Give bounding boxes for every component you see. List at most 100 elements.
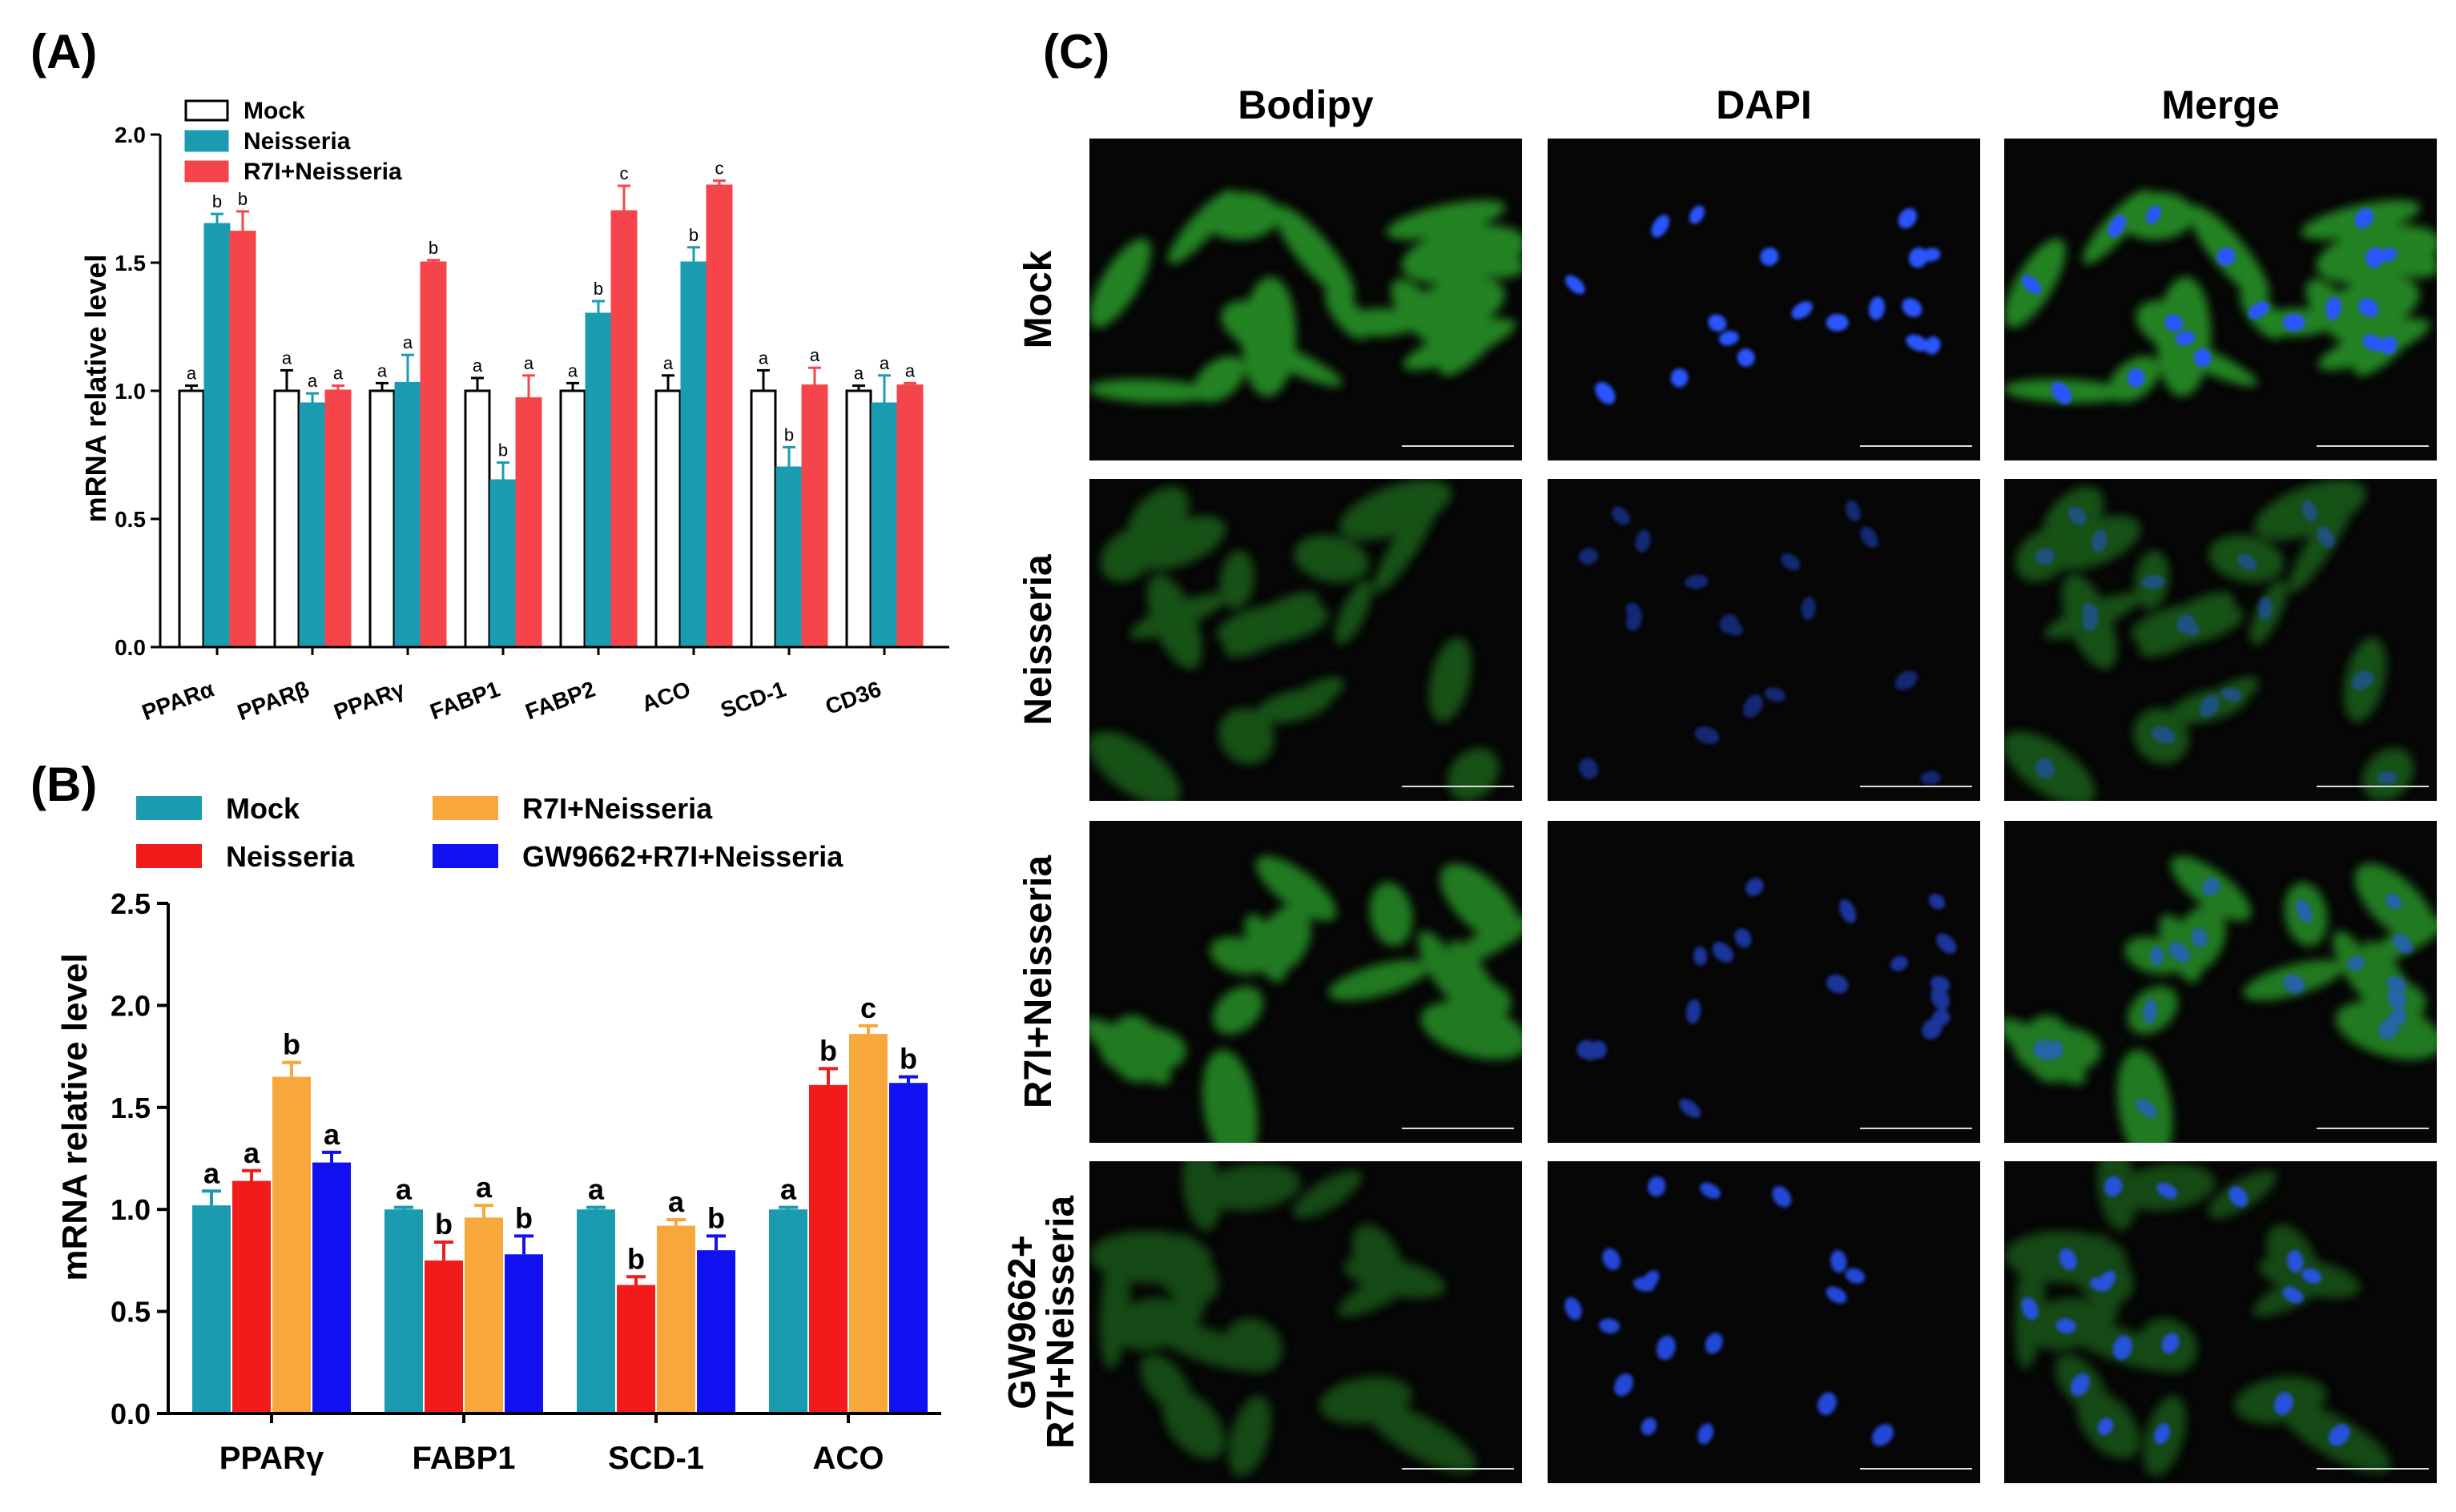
sig-label-b-0-2: a	[588, 1173, 605, 1206]
bar-a-1-1	[299, 402, 326, 649]
legend-label-b-3: GW9662+R7I+Neisseria	[522, 840, 843, 873]
xtick-label-a-1: PPARβ	[234, 677, 312, 726]
bar-b-0-0	[192, 1205, 231, 1413]
sig-label-b-0-1: a	[396, 1173, 413, 1206]
bar-a-0-6	[750, 389, 777, 649]
xtick-label-b-2: SCD-1	[608, 1441, 704, 1476]
sig-label-a-2-6: a	[810, 345, 820, 365]
xtick-label-a-6: SCD-1	[718, 677, 790, 723]
legend-label-a-2: R7I+Neisseria	[244, 159, 402, 185]
legend-label-a-0: Mock	[244, 98, 305, 124]
xtick-label-b-0: PPARγ	[219, 1441, 324, 1476]
bar-a-2-7	[896, 384, 924, 649]
bar-a-0-5	[654, 389, 682, 649]
column-header-0: Bodipy	[1238, 82, 1374, 127]
bar-b-1-2	[617, 1285, 655, 1413]
chart-a-ylabel: mRNA relative level	[79, 255, 112, 523]
bar-a-1-2	[394, 381, 421, 649]
ytick-label-b-5: 2.5	[111, 887, 151, 920]
sig-label-a-2-1: a	[333, 364, 344, 384]
xtick-label-a-3: FABP1	[427, 677, 503, 725]
sig-label-a-0-7: a	[854, 364, 864, 384]
bar-b-0-1	[385, 1209, 423, 1413]
sig-label-b-1-2: b	[627, 1242, 645, 1275]
micrograph-2-2	[2004, 821, 2437, 1143]
bar-b-3-3	[889, 1083, 928, 1413]
chart-b-axes: PPARγ FABP1 SCD-1 ACO 0.0 0.5 1.0 1.5 2.0 2.5	[111, 887, 941, 1476]
sig-label-a-0-2: a	[377, 360, 388, 380]
xtick-label-a-0: PPARα	[139, 677, 217, 726]
legend-swatch-a-0	[184, 99, 229, 122]
legend-label-b-1: Neisseria	[226, 840, 355, 873]
bar-b-2-1	[465, 1217, 503, 1413]
chart-a-legend: Mock Neisseria R7I+Neisseria	[184, 98, 402, 185]
sig-label-b-2-2: a	[668, 1185, 685, 1218]
dapi-signal	[2035, 500, 2398, 785]
bar-a-0-1	[273, 389, 300, 649]
dapi-signal	[1564, 205, 1941, 404]
bar-a-1-4	[585, 312, 612, 649]
micrograph-3-1	[1548, 1161, 1980, 1483]
micrograph-grid: Bodipy DAPI Merge Mock Neisseria R7I+Neisseri…	[1001, 82, 2437, 1483]
bar-a-2-4	[610, 210, 638, 649]
row-label-1: Neisseria	[1017, 554, 1060, 726]
ytick-label-b-2: 1.0	[111, 1193, 151, 1226]
micrograph-2-0	[1089, 821, 1522, 1143]
bar-b-3-1	[505, 1254, 543, 1413]
legend-swatch-a-2	[184, 160, 229, 183]
ytick-label-a-3: 1.5	[115, 251, 146, 275]
bar-a-2-1	[324, 389, 352, 649]
xtick-label-a-7: CD36	[822, 677, 884, 720]
micrograph-background	[1548, 1161, 1980, 1483]
legend-swatch-b-1	[136, 844, 202, 868]
bar-a-0-7	[845, 389, 872, 649]
row-label-2: R7I+Neisseria	[1017, 855, 1060, 1109]
micrograph-2-1	[1548, 821, 1980, 1143]
bar-b-0-2	[577, 1209, 615, 1413]
bar-a-2-5	[706, 184, 733, 649]
ytick-label-b-4: 2.0	[111, 989, 151, 1022]
legend-swatch-b-2	[433, 796, 498, 820]
sig-label-a-1-0: b	[212, 191, 222, 211]
bar-b-1-0	[232, 1180, 271, 1413]
sig-label-a-1-2: a	[403, 332, 413, 352]
row-label-3-line2: R7I+Neisseria	[1040, 1196, 1082, 1450]
bar-b-2-3	[849, 1034, 888, 1413]
bar-a-0-3	[464, 389, 491, 649]
sig-label-b-2-3: c	[860, 991, 876, 1024]
sig-label-a-0-6: a	[759, 348, 769, 368]
bar-a-1-0	[203, 223, 231, 649]
ytick-label-a-0: 0.0	[115, 635, 146, 660]
sig-label-a-0-0: a	[187, 364, 197, 384]
ytick-label-a-1: 0.5	[115, 507, 146, 532]
sig-label-a-2-3: a	[524, 353, 534, 373]
sig-label-a-2-2: b	[429, 238, 438, 258]
sig-label-a-2-7: a	[905, 360, 916, 380]
sig-label-b-3-0: a	[324, 1118, 340, 1151]
micrograph-background	[1548, 479, 1980, 801]
micrograph-3-0	[1089, 1161, 1522, 1483]
dapi-signal	[2021, 1176, 2350, 1446]
bar-a-2-2	[420, 261, 447, 649]
sig-label-b-2-0: b	[283, 1028, 300, 1061]
ytick-label-a-2: 1.0	[115, 379, 146, 404]
chart-b-ylabel: mRNA relative level	[55, 953, 95, 1281]
bar-b-2-0	[272, 1076, 311, 1413]
bodipy-signal	[1089, 855, 1522, 1143]
sig-label-b-0-0: a	[203, 1156, 220, 1189]
bar-a-1-3	[489, 479, 517, 649]
dapi-signal	[1578, 500, 1941, 785]
sig-label-a-1-5: b	[689, 225, 699, 245]
micrograph-1-0	[1089, 479, 1522, 801]
bar-a-1-7	[871, 402, 898, 649]
xtick-label-b-1: FABP1	[413, 1441, 516, 1476]
micrograph-1-1	[1548, 479, 1980, 801]
sig-label-a-0-5: a	[663, 353, 674, 373]
bar-a-2-0	[229, 231, 256, 649]
micrograph-0-1	[1548, 139, 1980, 460]
bar-a-2-3	[515, 397, 542, 649]
micrograph-1-2	[2004, 479, 2437, 801]
sig-label-b-3-3: b	[900, 1043, 917, 1076]
